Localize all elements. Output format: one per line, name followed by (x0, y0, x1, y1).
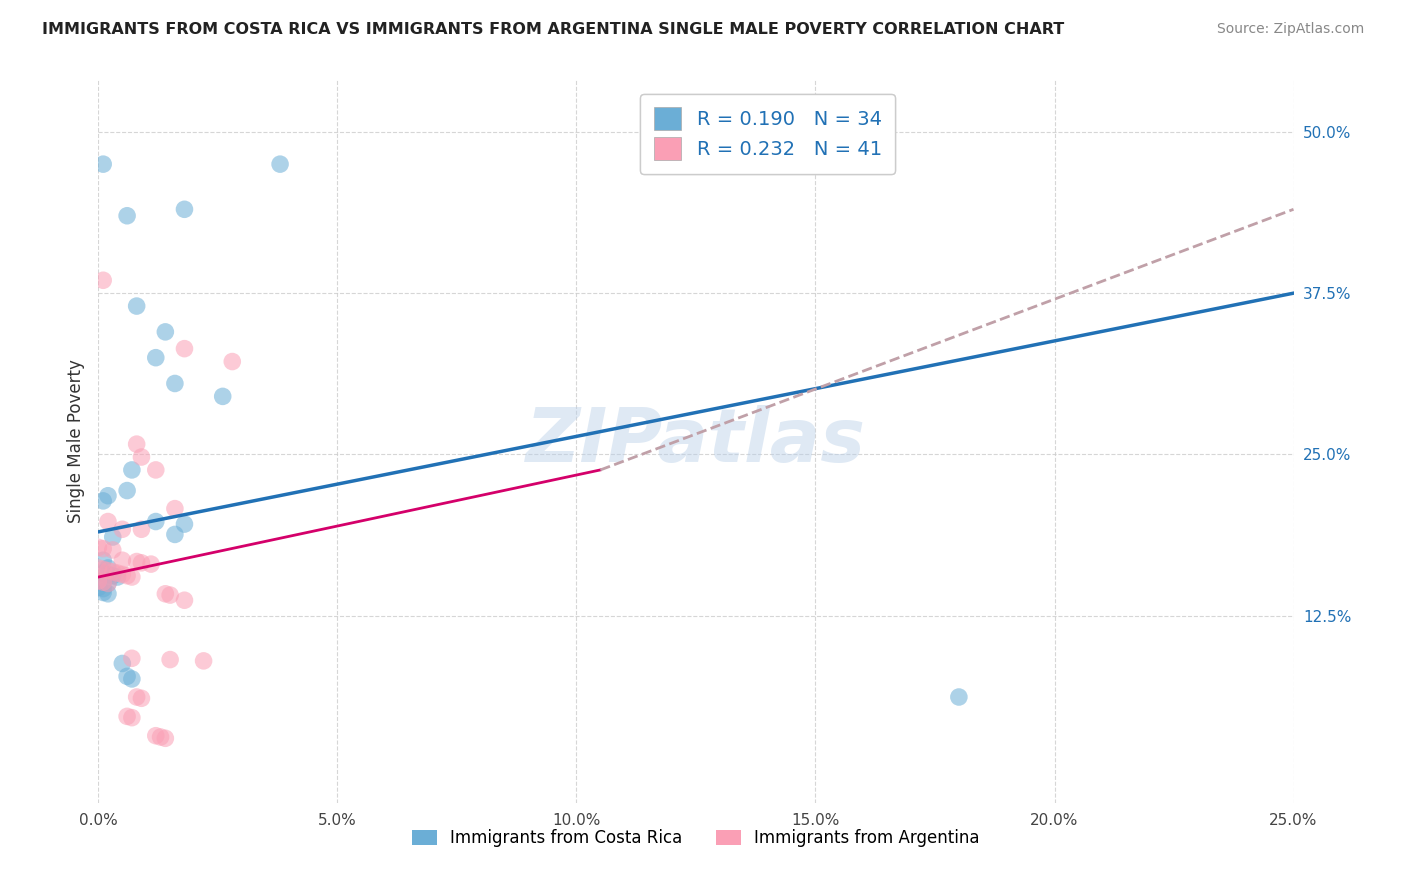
Point (948, 690, 970, 704)
Point (269, 157, 291, 171)
Point (121, 463, 143, 477)
Point (87, 561, 110, 575)
Point (97, 564, 120, 578)
Point (125, 555, 148, 569)
Point (91, 585, 114, 599)
Point (155, 587, 177, 601)
Point (111, 522, 134, 536)
Point (101, 568, 124, 582)
Y-axis label: Single Male Poverty: Single Male Poverty (66, 359, 84, 524)
Point (91, 582, 114, 596)
Point (97, 587, 120, 601)
Point (163, 501, 186, 516)
Point (163, 376, 186, 391)
Point (87, 541, 110, 555)
Point (163, 527, 186, 541)
Point (97, 489, 120, 503)
Point (115, 209, 138, 223)
Point (97, 561, 120, 575)
Point (115, 709, 138, 723)
Point (173, 342, 195, 356)
Point (107, 566, 129, 581)
Point (115, 483, 138, 498)
Point (155, 731, 177, 746)
Point (97, 567, 120, 582)
Point (101, 530, 124, 544)
Point (111, 553, 134, 567)
Point (87, 580, 110, 594)
Text: ZIPatlas: ZIPatlas (526, 405, 866, 478)
Point (155, 325, 177, 339)
Point (221, 354, 243, 368)
Point (91, 562, 114, 576)
Point (111, 567, 134, 582)
Point (111, 657, 134, 671)
Point (91, 566, 114, 581)
Point (125, 299, 148, 313)
Point (101, 565, 124, 579)
Point (87, 574, 110, 588)
Point (121, 672, 143, 686)
Point (121, 711, 143, 725)
Point (101, 542, 124, 557)
Point (125, 437, 148, 451)
Point (211, 389, 233, 403)
Point (115, 568, 138, 582)
Point (159, 652, 181, 666)
Point (125, 690, 148, 704)
Point (91, 575, 114, 590)
Point (159, 588, 181, 602)
Point (145, 729, 167, 743)
Point (107, 570, 129, 584)
Text: IMMIGRANTS FROM COSTA RICA VS IMMIGRANTS FROM ARGENTINA SINGLE MALE POVERTY CORR: IMMIGRANTS FROM COSTA RICA VS IMMIGRANTS… (42, 22, 1064, 37)
Point (139, 557, 162, 571)
Text: Source: ZipAtlas.com: Source: ZipAtlas.com (1216, 22, 1364, 37)
Point (115, 669, 138, 683)
Point (145, 463, 167, 477)
Point (193, 654, 215, 668)
Point (173, 517, 195, 532)
Point (145, 515, 167, 529)
Point (131, 522, 153, 536)
Point (97, 576, 120, 591)
Point (91, 541, 114, 556)
Point (91, 494, 114, 508)
Point (91, 273, 114, 287)
Point (97, 515, 120, 529)
Point (131, 556, 153, 570)
Point (149, 730, 172, 744)
Point (145, 351, 167, 365)
Point (173, 202, 195, 217)
Point (87, 574, 110, 588)
Point (121, 651, 143, 665)
Point (173, 593, 195, 607)
Point (131, 450, 153, 464)
Point (91, 553, 114, 567)
Point (121, 570, 143, 584)
Point (91, 157, 114, 171)
Point (131, 691, 153, 706)
Legend: R = 0.190   N = 34, R = 0.232   N = 41: R = 0.190 N = 34, R = 0.232 N = 41 (640, 94, 896, 174)
Point (97, 576, 120, 591)
Point (91, 575, 114, 590)
